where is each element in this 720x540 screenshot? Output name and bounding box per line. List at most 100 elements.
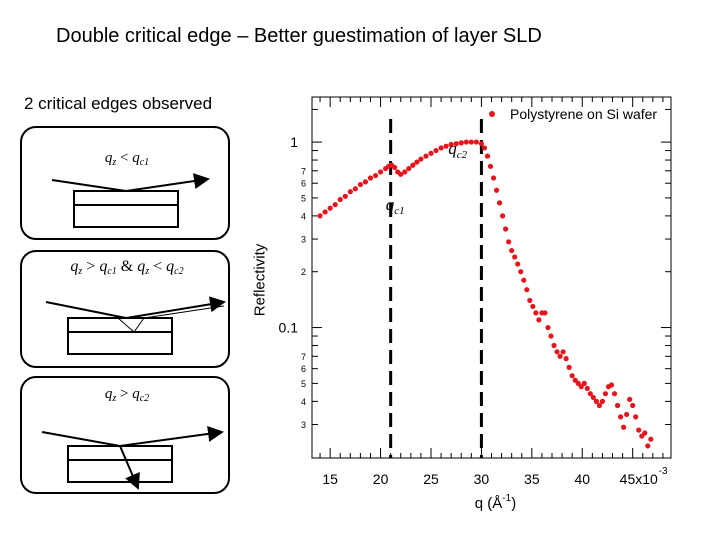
data-point [392,164,398,171]
data-point [372,172,379,179]
y-minor-label: 3 [301,235,306,245]
data-point [499,213,506,219]
data-point [362,179,369,185]
data-point [347,189,353,195]
y-minor-label: 2 [301,267,306,277]
x-tick-label: 15 [322,471,338,487]
data-point [423,153,429,159]
data-point [645,443,651,449]
y-tick-label: 0.1 [279,320,299,336]
reflectivity-chart: 1 0.1 7 6 5 4 3 2 7 6 5 4 3 15 20 25 30 35 40 45x10 -3 q (Å-1… [279,96,672,512]
data-point [527,297,533,304]
data-point [554,349,560,355]
data-point [524,287,530,293]
y-axis-label: Reflectivity [251,243,269,317]
data-point [448,141,454,148]
data-point [402,169,408,175]
x-tick-label: 30 [474,471,490,487]
transmission-diagram [41,425,224,490]
slide-title: Double critical edge – Better guestimati… [56,25,542,47]
data-point [557,353,563,359]
y-minor-label: 4 [301,397,306,407]
data-point [352,186,358,192]
data-point [468,139,474,145]
refracted-beam-in-film [117,317,135,333]
y-minor-label: 4 [301,211,306,221]
substrate [67,331,173,355]
x-tick-label: 20 [373,471,389,487]
data-point [342,193,348,199]
data-point [530,303,536,310]
data-point [536,317,542,323]
data-point [602,391,609,397]
data-point [521,277,527,283]
data-point [551,342,557,349]
data-point [593,398,599,404]
data-point [575,380,581,386]
data-point [569,373,575,379]
data-point [518,269,524,275]
data-point [367,175,374,181]
reflection-diagram [51,173,210,228]
data-point [443,143,449,149]
data-point [608,382,615,388]
data-point [438,145,444,151]
data-point [566,364,572,370]
data-point [563,356,569,362]
transmitted-beam [119,445,140,490]
y-minor-label: 7 [301,352,306,362]
data-point [478,141,485,147]
data-point [410,162,416,168]
condition-formula: qz < qc1 [104,150,150,168]
x-tick-label: 35 [524,471,540,487]
data-point [633,414,639,420]
reflected-beam [125,173,210,192]
x-axis-label: q (Å-1) [475,493,516,512]
data-point [596,402,603,409]
y-minor-label: 6 [301,364,306,374]
data-point [433,147,439,154]
data-point [496,200,503,206]
substrate [73,204,179,228]
x-tick-exponent: -3 [659,466,668,477]
data-point [581,380,587,386]
y-minor-label: 5 [301,193,306,203]
critical-edges-label: 2 critical edges observed [24,94,213,113]
data-point [624,411,630,418]
data-point [322,209,328,215]
data-point [512,254,518,260]
data-point [357,181,364,188]
data-point [617,414,624,420]
data-point [621,424,627,430]
data-point [490,175,497,181]
reflected-beam [119,425,224,447]
x-tick-label: 40 [574,471,590,487]
substrate [67,459,173,483]
data-point [578,384,584,390]
data-point [473,139,479,145]
y-minor-label: 7 [301,166,306,176]
film-reflection [133,317,145,333]
exit-beam [143,305,225,319]
data-point [630,402,636,409]
condition-formula: qz > qc2 [104,386,150,404]
y-minor-label: 3 [301,420,306,430]
annotation-c2: qc2 [448,139,467,161]
data-point [463,139,469,145]
data-point [614,402,621,409]
data-point [648,436,654,442]
refraction-diagram [45,296,226,355]
data-point [418,156,424,162]
data-point [611,391,618,397]
incident-beam [51,179,127,192]
data-point [584,385,590,391]
diagram-panel-above-qc2: qz > qc2 [20,376,230,494]
annotation-c1: qc1 [386,195,405,217]
data-point [493,187,500,193]
data-point [509,247,515,254]
data-point [406,165,412,172]
data-point [317,213,323,219]
data-point [428,150,434,156]
y-tick-label: 1 [290,134,298,150]
legend-label: Polystyrene on Si wafer [510,106,657,122]
